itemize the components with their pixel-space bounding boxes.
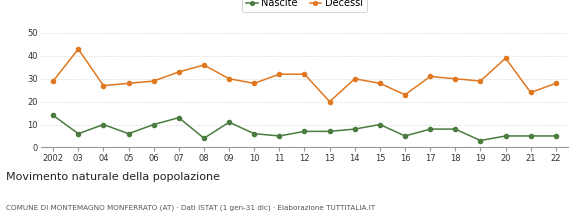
Nascite — [477, 139, 484, 142]
Decessi — [427, 75, 434, 78]
Nascite — [326, 130, 333, 133]
Decessi — [251, 82, 258, 85]
Nascite — [502, 135, 509, 137]
Decessi — [552, 82, 559, 85]
Decessi — [527, 91, 534, 94]
Decessi — [75, 48, 82, 50]
Decessi — [201, 64, 208, 66]
Decessi — [376, 82, 383, 85]
Decessi — [477, 80, 484, 82]
Nascite — [100, 123, 107, 126]
Decessi — [401, 94, 408, 96]
Decessi — [125, 82, 132, 85]
Line: Nascite: Nascite — [51, 113, 558, 143]
Decessi — [226, 77, 233, 80]
Decessi — [50, 80, 57, 82]
Nascite — [50, 114, 57, 117]
Nascite — [552, 135, 559, 137]
Nascite — [226, 121, 233, 124]
Decessi — [326, 100, 333, 103]
Decessi — [150, 80, 157, 82]
Nascite — [427, 128, 434, 130]
Nascite — [452, 128, 459, 130]
Decessi — [351, 77, 358, 80]
Text: Movimento naturale della popolazione: Movimento naturale della popolazione — [6, 172, 220, 181]
Nascite — [376, 123, 383, 126]
Nascite — [401, 135, 408, 137]
Decessi — [276, 73, 283, 75]
Decessi — [100, 84, 107, 87]
Nascite — [175, 116, 182, 119]
Nascite — [125, 132, 132, 135]
Legend: Nascite, Decessi: Nascite, Decessi — [242, 0, 367, 12]
Nascite — [251, 132, 258, 135]
Decessi — [301, 73, 308, 75]
Nascite — [75, 132, 82, 135]
Nascite — [527, 135, 534, 137]
Decessi — [452, 77, 459, 80]
Nascite — [276, 135, 283, 137]
Nascite — [201, 137, 208, 139]
Decessi — [175, 71, 182, 73]
Nascite — [301, 130, 308, 133]
Decessi — [502, 57, 509, 59]
Text: COMUNE DI MONTEMAGNO MONFERRATO (AT) · Dati ISTAT (1 gen-31 dic) · Elaborazione : COMUNE DI MONTEMAGNO MONFERRATO (AT) · D… — [6, 205, 375, 211]
Nascite — [150, 123, 157, 126]
Line: Decessi: Decessi — [51, 47, 558, 104]
Nascite — [351, 128, 358, 130]
